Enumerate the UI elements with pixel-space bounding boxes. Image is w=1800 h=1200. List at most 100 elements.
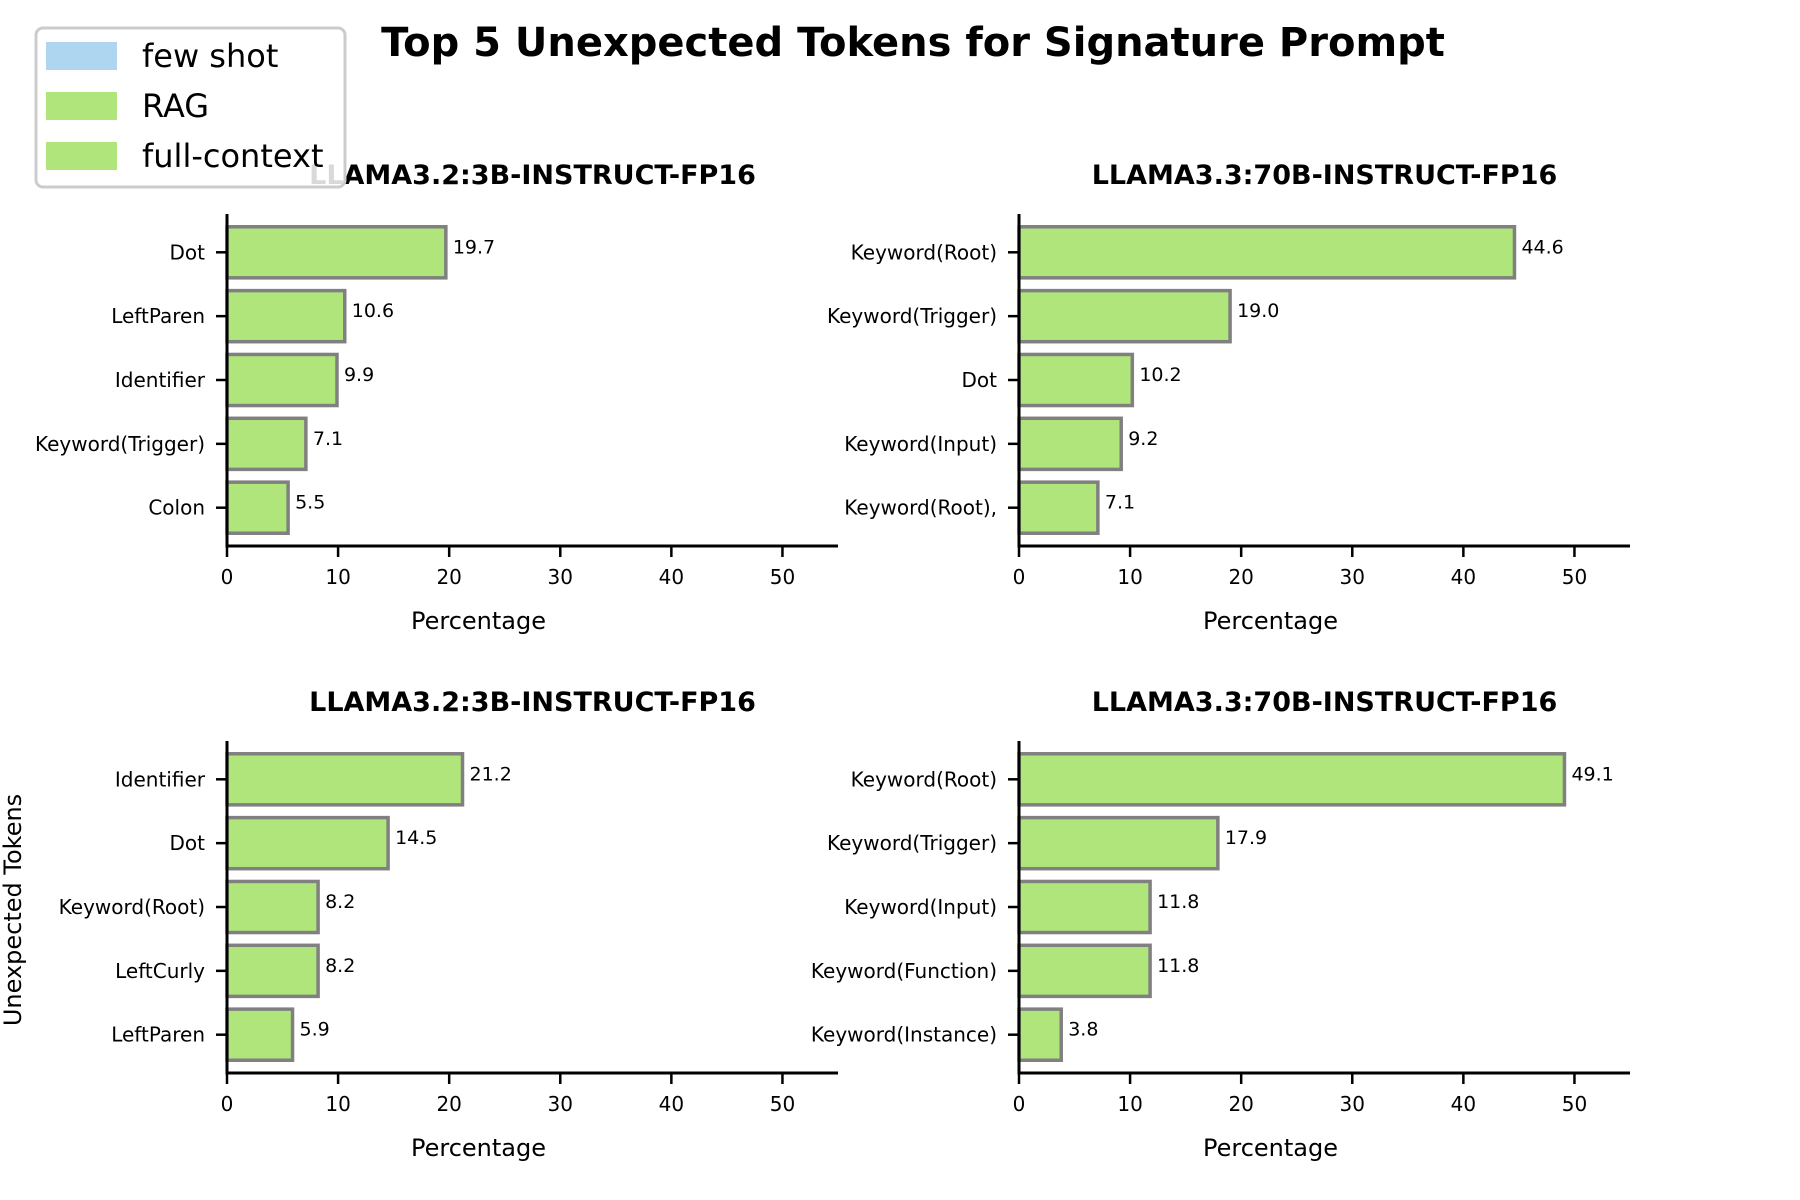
value-label: 5.5 xyxy=(295,492,325,514)
x-axis-label: Percentage xyxy=(411,607,546,635)
category-label: Keyword(Input) xyxy=(844,895,997,919)
value-label: 11.8 xyxy=(1157,955,1199,977)
bar xyxy=(225,815,390,871)
subplot-title: LLAMA3.2:3B-INSTRUCT-FP16 xyxy=(309,160,756,191)
category-label: Identifier xyxy=(115,368,206,392)
x-tick-label: 30 xyxy=(1340,565,1365,589)
category-label: Keyword(Trigger) xyxy=(35,432,205,456)
bar xyxy=(1017,416,1123,472)
value-label: 7.1 xyxy=(313,428,343,450)
bar xyxy=(1017,752,1567,807)
x-tick-label: 0 xyxy=(221,565,234,589)
value-label: 49.1 xyxy=(1571,763,1613,785)
subplot-3: LLAMA3.2:3B-INSTRUCT-FP16 Identifier 21.2 D… xyxy=(59,687,838,1162)
subplot-title: LLAMA3.3:70B-INSTRUCT-FP16 xyxy=(1092,687,1558,718)
value-label: 10.2 xyxy=(1139,364,1181,386)
value-label: 5.9 xyxy=(300,1019,330,1041)
x-tick-label: 50 xyxy=(1562,565,1587,589)
value-label: 3.8 xyxy=(1068,1019,1098,1041)
value-label: 8.2 xyxy=(325,955,355,977)
value-label: 9.9 xyxy=(344,364,374,386)
category-label: Keyword(Instance) xyxy=(811,1023,997,1047)
x-tick-label: 30 xyxy=(1340,1092,1365,1116)
category-label: LeftParen xyxy=(111,1023,205,1047)
x-tick-label: 10 xyxy=(325,1092,350,1116)
bar xyxy=(225,288,347,344)
value-label: 17.9 xyxy=(1225,827,1267,849)
x-tick-label: 50 xyxy=(1562,1092,1587,1116)
value-label: 19.0 xyxy=(1237,300,1279,322)
figure-title: Top 5 Unexpected Tokens for Signature Pr… xyxy=(381,20,1445,66)
x-axis-label: Percentage xyxy=(1203,607,1338,635)
bar xyxy=(225,225,448,280)
category-label: LeftParen xyxy=(111,304,205,328)
bar xyxy=(1017,815,1220,871)
x-tick-label: 0 xyxy=(221,1092,234,1116)
category-label: Keyword(Root) xyxy=(851,767,997,791)
x-axis-label: Percentage xyxy=(1203,1134,1338,1162)
category-label: Dot xyxy=(170,240,206,264)
x-tick-label: 30 xyxy=(548,1092,573,1116)
category-label: Keyword(Function) xyxy=(811,959,997,983)
x-tick-label: 50 xyxy=(770,1092,795,1116)
x-axis-label: Percentage xyxy=(411,1134,546,1162)
x-tick-label: 20 xyxy=(436,565,461,589)
category-label: Keyword(Root) xyxy=(851,240,997,264)
x-tick-label: 10 xyxy=(1117,1092,1142,1116)
bar xyxy=(225,879,320,935)
bar xyxy=(1017,288,1232,344)
legend-label: RAG xyxy=(142,87,209,125)
category-label: Keyword(Trigger) xyxy=(827,831,997,855)
legend-swatch xyxy=(46,142,117,170)
x-tick-label: 50 xyxy=(770,565,795,589)
bar xyxy=(225,943,320,999)
category-label: Keyword(Root) xyxy=(59,895,205,919)
x-tick-label: 30 xyxy=(548,565,573,589)
legend-label: full-context xyxy=(142,137,323,175)
x-tick-label: 20 xyxy=(1228,565,1253,589)
x-tick-label: 10 xyxy=(325,565,350,589)
bar xyxy=(225,416,308,472)
category-label: Keyword(Root), xyxy=(844,496,997,520)
subplot-grid: LLAMA3.2:3B-INSTRUCT-FP16 Dot 19.7 LeftPare… xyxy=(35,160,1630,1162)
x-tick-label: 40 xyxy=(659,1092,684,1116)
x-tick-label: 0 xyxy=(1013,1092,1026,1116)
subplot-4: LLAMA3.3:70B-INSTRUCT-FP16 Keyword(Root) 4… xyxy=(811,687,1630,1162)
subplot-title: LLAMA3.3:70B-INSTRUCT-FP16 xyxy=(1092,160,1558,191)
category-label: Keyword(Input) xyxy=(844,432,997,456)
value-label: 19.7 xyxy=(453,236,495,258)
subplot-1: LLAMA3.2:3B-INSTRUCT-FP16 Dot 19.7 LeftPare… xyxy=(35,160,838,635)
bar xyxy=(1017,352,1135,408)
bar xyxy=(1017,879,1152,935)
bar xyxy=(225,1007,295,1062)
category-label: Dot xyxy=(962,368,998,392)
category-label: Identifier xyxy=(115,767,206,791)
shared-y-axis-label: Unexpected Tokens xyxy=(0,794,27,1026)
value-label: 7.1 xyxy=(1105,492,1135,514)
value-label: 44.6 xyxy=(1521,236,1563,258)
subplot-2: LLAMA3.3:70B-INSTRUCT-FP16 Keyword(Root) 4… xyxy=(827,160,1630,635)
x-tick-label: 20 xyxy=(436,1092,461,1116)
bar xyxy=(225,752,465,807)
category-label: Keyword(Trigger) xyxy=(827,304,997,328)
x-tick-label: 0 xyxy=(1013,565,1026,589)
x-tick-label: 40 xyxy=(1451,1092,1476,1116)
category-label: LeftCurly xyxy=(115,959,205,983)
value-label: 9.2 xyxy=(1128,428,1158,450)
value-label: 21.2 xyxy=(470,763,512,785)
subplot-title: LLAMA3.2:3B-INSTRUCT-FP16 xyxy=(309,687,756,718)
value-label: 8.2 xyxy=(325,891,355,913)
legend-swatch xyxy=(46,42,117,70)
x-tick-label: 40 xyxy=(659,565,684,589)
bar xyxy=(1017,1007,1063,1062)
x-tick-label: 40 xyxy=(1451,565,1476,589)
value-label: 10.6 xyxy=(352,300,394,322)
category-label: Colon xyxy=(148,496,205,520)
legend-swatch xyxy=(46,92,117,120)
category-label: Dot xyxy=(170,831,206,855)
bar xyxy=(225,480,290,535)
bar xyxy=(225,352,339,408)
legend: few shot RAG full-context xyxy=(34,26,347,189)
value-label: 14.5 xyxy=(395,827,437,849)
